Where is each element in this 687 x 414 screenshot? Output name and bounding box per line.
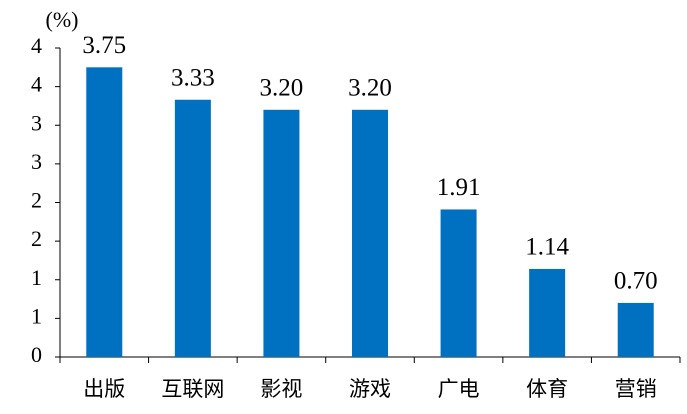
bar	[174, 99, 211, 357]
data-label: 1.14	[525, 234, 569, 261]
y-tick-label: 3	[31, 149, 42, 174]
bar	[617, 302, 654, 357]
y-axis-label: (%)	[46, 7, 79, 32]
data-label: 3.75	[82, 32, 126, 59]
y-tick-label: 4	[31, 72, 42, 97]
data-label: 3.20	[260, 75, 304, 102]
bar	[352, 109, 388, 357]
y-tick-label: 4	[31, 33, 42, 58]
x-tick-label: 营销	[615, 377, 657, 401]
bar	[440, 209, 477, 357]
x-tick-label: 体育	[526, 377, 568, 401]
y-tick-label: 3	[31, 110, 42, 135]
y-tick-label: 2	[31, 188, 42, 213]
bar	[263, 109, 300, 357]
x-tick-label: 互联网	[161, 377, 224, 401]
x-tick-label: 出版	[83, 377, 125, 401]
bar	[86, 67, 123, 357]
x-tick-label: 游戏	[349, 377, 391, 401]
data-label: 3.20	[348, 75, 392, 102]
x-tick-label: 广电	[438, 377, 480, 401]
y-tick-label: 2	[31, 226, 42, 251]
data-label: 3.33	[171, 64, 215, 91]
y-tick-label: 0	[31, 342, 42, 367]
y-tick-label: 1	[31, 303, 42, 328]
data-label: 0.70	[614, 268, 658, 295]
y-tick-label: 1	[31, 265, 42, 290]
x-tick-label: 影视	[260, 377, 302, 401]
data-label: 1.91	[437, 174, 481, 201]
bar	[529, 268, 566, 357]
